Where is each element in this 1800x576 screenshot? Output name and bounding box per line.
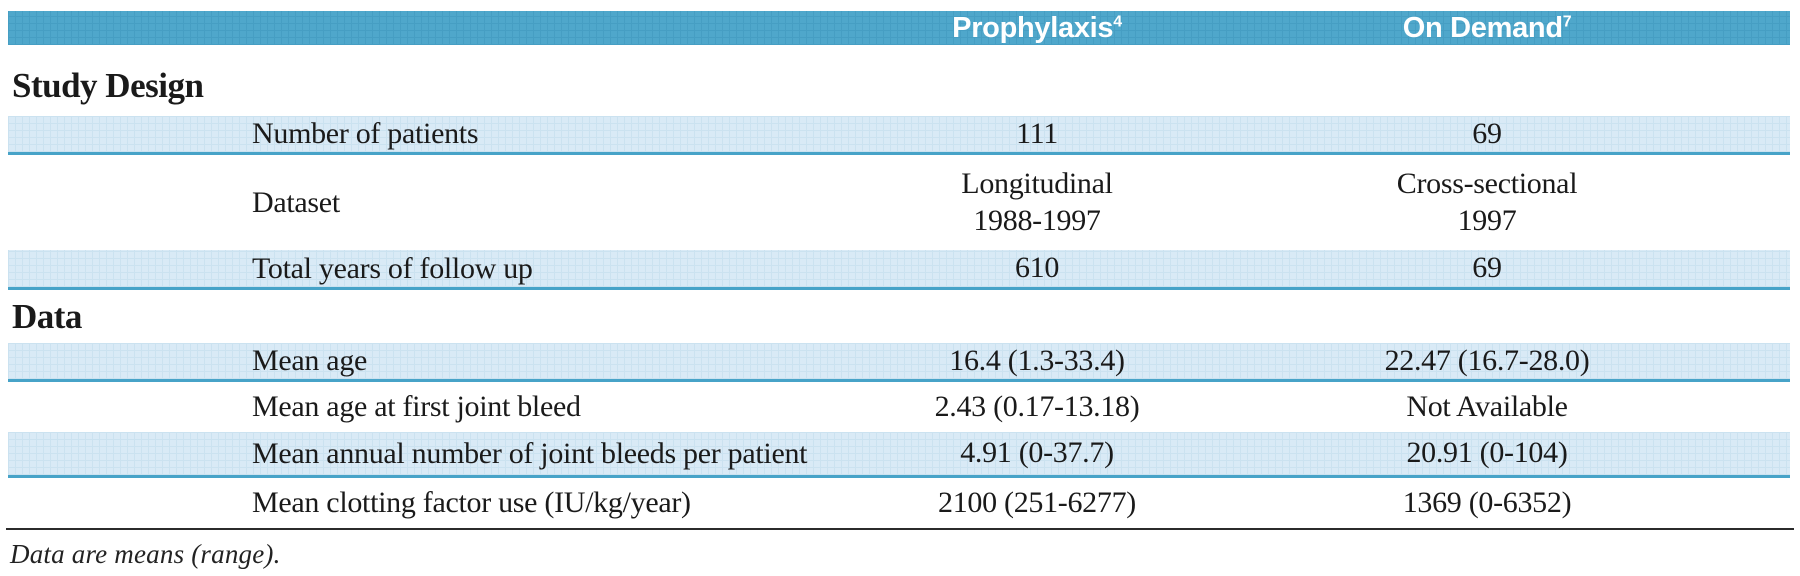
row-label: Mean annual number of joint bleeds per p… xyxy=(252,436,808,470)
column-header-on-demand: On Demand7 xyxy=(1282,11,1692,45)
section-header-study-design: Study Design xyxy=(0,45,1800,116)
row-label: Dataset xyxy=(252,185,340,219)
table-row: Mean annual number of joint bleeds per p… xyxy=(8,432,1790,478)
table-row: Dataset Longitudinal 1988-1997 Cross-sec… xyxy=(8,155,1790,250)
table-row: Number of patients 111 69 xyxy=(8,116,1790,155)
column-header-on-demand-label: On Demand xyxy=(1402,12,1563,44)
on-demand-value: 1369 (0-6352) xyxy=(1402,485,1572,519)
prophylaxis-value: 610 xyxy=(1014,251,1060,285)
prophylaxis-value: 16.4 (1.3-33.4) xyxy=(949,344,1125,377)
table-row: Mean age at first joint bleed 2.43 (0.17… xyxy=(8,382,1790,432)
row-label: Mean age xyxy=(252,344,368,378)
on-demand-value: Cross-sectional 1997 xyxy=(1396,166,1578,237)
on-demand-value: 69 xyxy=(1472,117,1502,150)
prophylaxis-value: 2100 (251-6277) xyxy=(938,485,1136,519)
on-demand-value: Not Available xyxy=(1406,389,1568,423)
prophylaxis-value: 111 xyxy=(1016,117,1058,150)
column-header-prophylaxis-label: Prophylaxis xyxy=(952,12,1114,44)
section-header-data: Data xyxy=(0,290,1800,343)
on-demand-value: 22.47 (16.7-28.0) xyxy=(1384,344,1590,377)
prophylaxis-value: 4.91 (0-37.7) xyxy=(960,436,1114,470)
row-label: Total years of follow up xyxy=(252,251,533,285)
on-demand-value: 20.91 (0-104) xyxy=(1406,436,1568,470)
prophylaxis-value: 2.43 (0.17-13.18) xyxy=(934,389,1140,423)
row-label: Mean age at first joint bleed xyxy=(252,390,581,423)
row-label: Mean clotting factor use (IU/kg/year) xyxy=(252,486,691,519)
table-row: Mean clotting factor use (IU/kg/year) 21… xyxy=(8,478,1790,528)
prophylaxis-value: Longitudinal 1988-1997 xyxy=(961,166,1113,237)
on-demand-reference-superscript: 7 xyxy=(1562,13,1572,31)
on-demand-value: 69 xyxy=(1472,251,1502,285)
column-header-prophylaxis: Prophylaxis4 xyxy=(792,11,1282,45)
prophylaxis-reference-superscript: 4 xyxy=(1113,13,1122,31)
table-footnote: Data are means (range). xyxy=(10,539,281,569)
row-label: Number of patients xyxy=(252,117,479,151)
divider xyxy=(6,528,1794,530)
section-title: Data xyxy=(12,296,82,336)
table-row: Mean age 16.4 (1.3-33.4) 22.47 (16.7-28.… xyxy=(8,343,1790,382)
table-header-band: Prophylaxis4 On Demand7 xyxy=(8,11,1790,45)
section-title: Study Design xyxy=(12,66,204,105)
table-row: Total years of follow up 610 69 xyxy=(8,250,1790,290)
